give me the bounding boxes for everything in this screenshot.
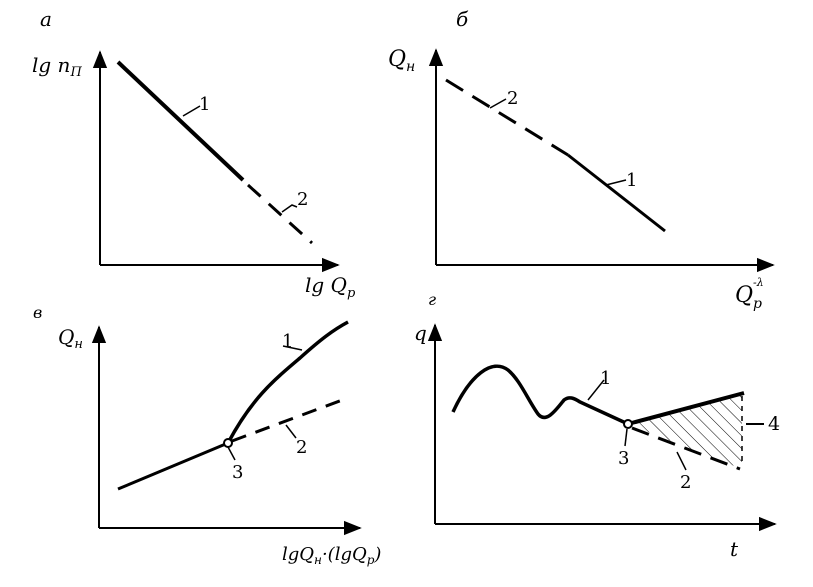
panel-b-leader-1: [605, 179, 627, 186]
panel-v-curve-1: [226, 320, 349, 444]
panel-b-letter: б: [456, 7, 469, 31]
panel-b: б Qн Qр-λ 2 1: [388, 7, 775, 312]
panel-b-ylabel: Qн: [388, 47, 415, 75]
panel-g-hatched-region: [628, 394, 742, 469]
panel-a-curve-2: [246, 183, 314, 245]
panel-g-label-3: 3: [618, 448, 629, 469]
panel-g-curve-2: [631, 426, 741, 471]
panel-g: г q t 1 3 2 4: [414, 290, 780, 561]
panel-a-label-2: 2: [297, 189, 308, 210]
panel-v-leader-3: [227, 446, 236, 461]
panel-v-label-2: 2: [296, 437, 307, 458]
panel-v: в Qн lgQн·(lgQр) 1 2 3: [33, 303, 381, 567]
panel-b-label-1: 1: [626, 170, 637, 191]
panel-a: а lg nП lg Qр 1 2: [32, 7, 356, 301]
panel-g-letter: г: [428, 290, 436, 309]
panel-g-ylabel: q: [414, 321, 427, 345]
panel-v-label-1: 1: [282, 331, 293, 352]
panel-v-curve-2: [231, 397, 346, 443]
panel-b-curve-1: [567, 153, 666, 233]
panel-v-ylabel: Qн: [58, 325, 83, 352]
panel-g-label-1: 1: [600, 368, 611, 389]
panel-a-leader-1: [182, 105, 201, 117]
panel-v-base-line: [117, 441, 229, 491]
panel-b-curve-2: [445, 78, 569, 157]
panel-g-leader-2: [676, 451, 687, 471]
panel-v-label-3: 3: [232, 462, 243, 483]
panel-a-letter: а: [40, 7, 52, 31]
panel-a-curve-1: [116, 60, 245, 182]
panel-g-curve-1: [451, 364, 629, 426]
panel-a-xlabel: lg Qр: [305, 273, 356, 301]
panel-v-leader-1: [282, 345, 303, 351]
panel-g-point-3: [623, 419, 633, 429]
panel-a-ylabel: lg nП: [32, 53, 82, 80]
panel-b-xlabel: Qр-λ: [735, 276, 764, 312]
panel-a-label-1: 1: [199, 94, 210, 115]
panel-v-letter: в: [33, 303, 42, 322]
panel-v-xlabel: lgQн·(lgQр): [282, 544, 381, 567]
panel-g-label-4: 4: [768, 413, 780, 435]
panel-g-xlabel: t: [730, 537, 739, 561]
panel-v-leader-2: [285, 424, 297, 439]
panel-a-leader-2: [281, 204, 298, 213]
panel-g-label-2: 2: [680, 472, 691, 493]
panel-g-leader-1: [587, 379, 605, 401]
panel-g-leader-3: [624, 428, 628, 447]
panel-g-upper-line: [627, 391, 745, 426]
panel-v-point-3: [223, 438, 233, 448]
panel-b-label-2: 2: [507, 88, 518, 109]
panel-b-leader-2: [489, 98, 507, 109]
